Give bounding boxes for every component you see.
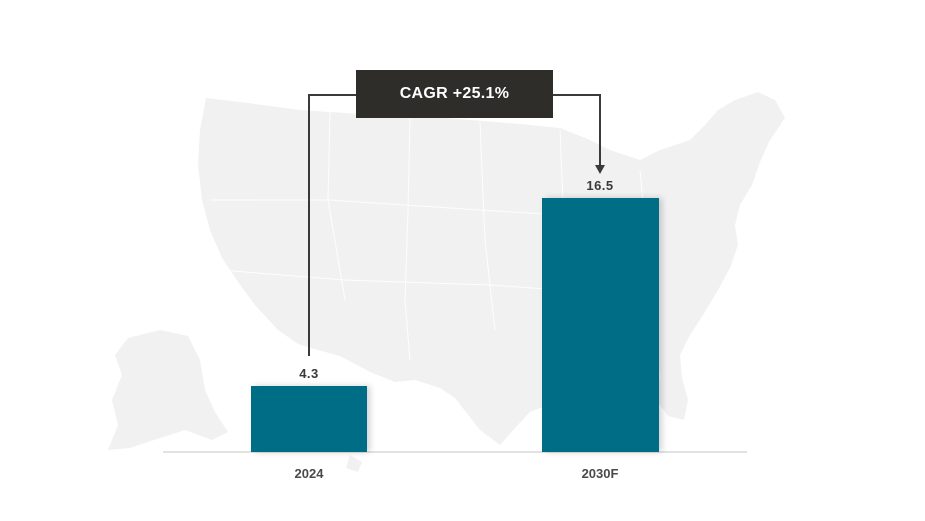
- arrow-down-icon: [595, 165, 605, 174]
- cagr-annotation-box: CAGR +25.1%: [356, 70, 553, 118]
- value-label-2024: 4.3: [299, 366, 319, 381]
- category-label-2030f: 2030F: [581, 466, 619, 481]
- x-axis-line: [163, 451, 747, 453]
- bar-2030f: [542, 198, 659, 452]
- bar-2024: [251, 386, 367, 452]
- category-label-2024: 2024: [294, 466, 324, 481]
- cagr-label: CAGR +25.1%: [399, 85, 510, 102]
- value-label-2030f: 16.5: [586, 178, 614, 193]
